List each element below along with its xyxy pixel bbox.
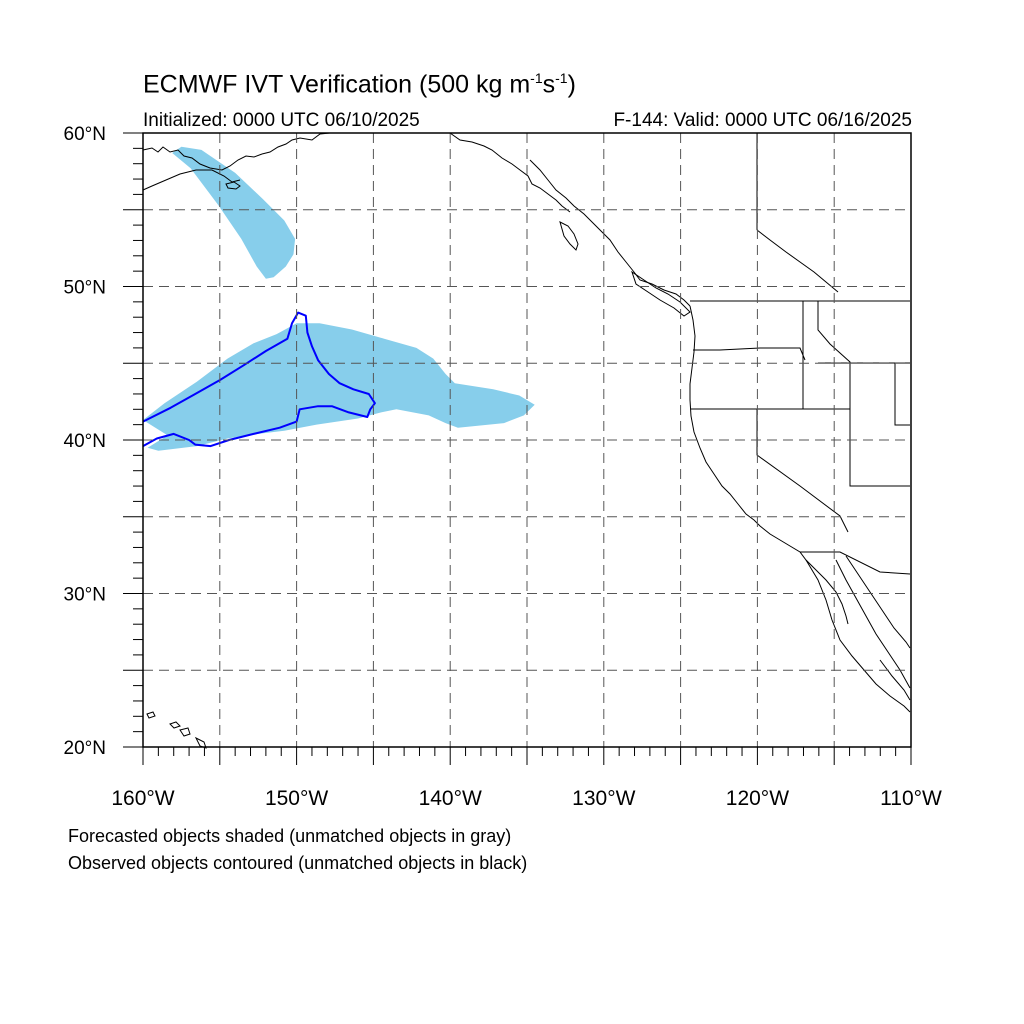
baja-coastline	[805, 559, 911, 713]
initialized-time: Initialized: 0000 UTC 06/10/2025	[143, 110, 420, 131]
title-close-paren: )	[567, 70, 576, 99]
lat-label: 60°N	[64, 124, 106, 145]
mainland-mexico-coastline	[845, 555, 911, 701]
axis-labels: 60°N 50°N 40°N 30°N 20°N 160°W 150°W 140°W 130°W…	[64, 124, 942, 810]
alaska-bc-border	[756, 133, 839, 293]
us-west-coastline	[689, 305, 849, 625]
title-text: ECMWF IVT Verification (500 kg m	[143, 70, 531, 99]
lon-label: 150°W	[265, 787, 328, 810]
us-mexico-border	[800, 551, 911, 575]
lat-label: 40°N	[64, 431, 106, 452]
caption-observed: Observed objects contoured (unmatched ob…	[68, 853, 528, 873]
lat-label: 50°N	[64, 278, 106, 299]
id-border	[802, 301, 851, 409]
alaska-coastline	[142, 146, 263, 191]
lon-label: 140°W	[419, 787, 482, 810]
title-unit-s: s	[542, 70, 556, 99]
hawaii-islands	[146, 711, 207, 749]
lon-label: 130°W	[572, 787, 635, 810]
forecast-objects-layer	[143, 146, 535, 451]
caption-forecast: Forecasted objects shaded (unmatched obj…	[68, 826, 512, 846]
nv-ut-border	[849, 409, 910, 487]
mt-wy-border	[818, 362, 910, 426]
vancouver-island-coastline	[631, 270, 691, 317]
kodiak-coastline	[225, 181, 241, 190]
baja-gulf-coastline	[835, 559, 911, 689]
haida-gwaii-coastline	[559, 221, 579, 251]
valid-time: F-144: Valid: 0000 UTC 06/16/2025	[613, 110, 912, 131]
alaska-coastline-north	[261, 132, 571, 213]
axis-ticks	[123, 132, 912, 765]
lat-label: 20°N	[64, 738, 106, 759]
forecast-object-north-pacific-ar	[143, 323, 535, 451]
title-exponent-1: -1	[530, 70, 543, 86]
forecast-object-gulf-of-alaska-plume	[172, 146, 296, 279]
wa-or-border	[693, 347, 806, 361]
lat-label: 30°N	[64, 585, 106, 606]
figure-title: ECMWF IVT Verification (500 kg m-1s-1)	[143, 70, 576, 99]
lat-lon-grid	[143, 133, 911, 747]
lon-label: 120°W	[726, 787, 789, 810]
title-exponent-2: -1	[555, 70, 568, 86]
lon-label: 160°W	[111, 787, 174, 810]
bc-coastline	[529, 159, 691, 307]
lon-label: 110°W	[880, 787, 942, 810]
